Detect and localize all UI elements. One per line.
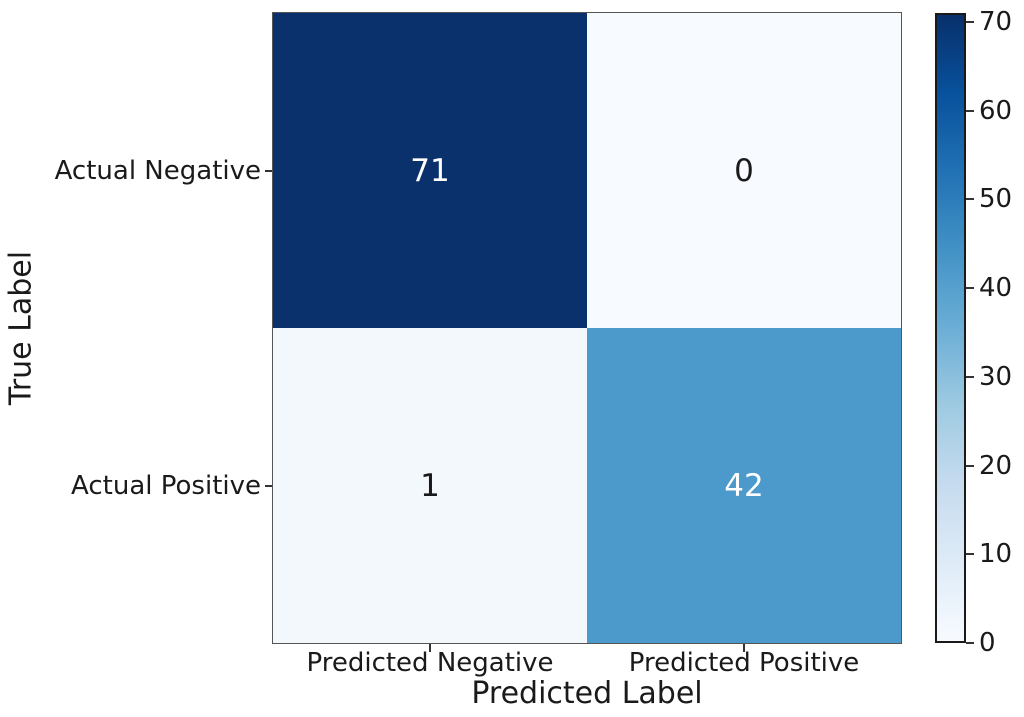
matrix-cell-false-negative: 1 [273, 328, 587, 643]
colorbar-tick-mark [966, 375, 974, 378]
matrix-cell-false-positive: 0 [587, 13, 901, 328]
colorbar-tick-mark [966, 198, 974, 201]
matrix-cell-true-negative: 71 [273, 13, 587, 328]
colorbar-tick-mark [966, 464, 974, 467]
x-tick-label-predicted-positive: Predicted Positive [628, 648, 860, 678]
colorbar-tick-label: 40 [979, 273, 1013, 304]
colorbar-tick-label: 70 [979, 6, 1013, 37]
x-tick-mark [429, 644, 431, 652]
colorbar-tick-mark [966, 109, 974, 112]
x-axis-title: Predicted Label [471, 676, 703, 711]
colorbar-tick-label: 10 [979, 539, 1013, 570]
heatmap-grid: 71 0 1 42 [272, 12, 902, 644]
colorbar-tick-mark [966, 287, 974, 290]
colorbar-tick-label: 30 [979, 361, 1013, 392]
y-tick-label-actual-positive: Actual Positive [71, 471, 261, 501]
colorbar-tick-mark [966, 642, 974, 644]
colorbar-ticks: 0 10 20 30 40 50 60 70 [966, 7, 1024, 658]
colorbar-tick-mark [966, 553, 974, 556]
colorbar-tick-label: 0 [979, 628, 996, 658]
y-tick-label-actual-negative: Actual Negative [54, 156, 261, 186]
y-tick-mark [265, 485, 273, 487]
colorbar-gradient [935, 13, 966, 643]
y-axis-title: True Label [3, 250, 39, 406]
matrix-cell-true-positive: 42 [587, 328, 901, 643]
colorbar-tick-mark [966, 20, 974, 23]
colorbar-tick-label: 50 [979, 184, 1013, 215]
colorbar-tick-label: 20 [979, 450, 1013, 481]
y-tick-mark [265, 170, 273, 172]
x-tick-label-predicted-negative: Predicted Negative [306, 648, 554, 678]
colorbar-tick-label: 60 [979, 95, 1013, 126]
x-tick-mark [743, 644, 745, 652]
